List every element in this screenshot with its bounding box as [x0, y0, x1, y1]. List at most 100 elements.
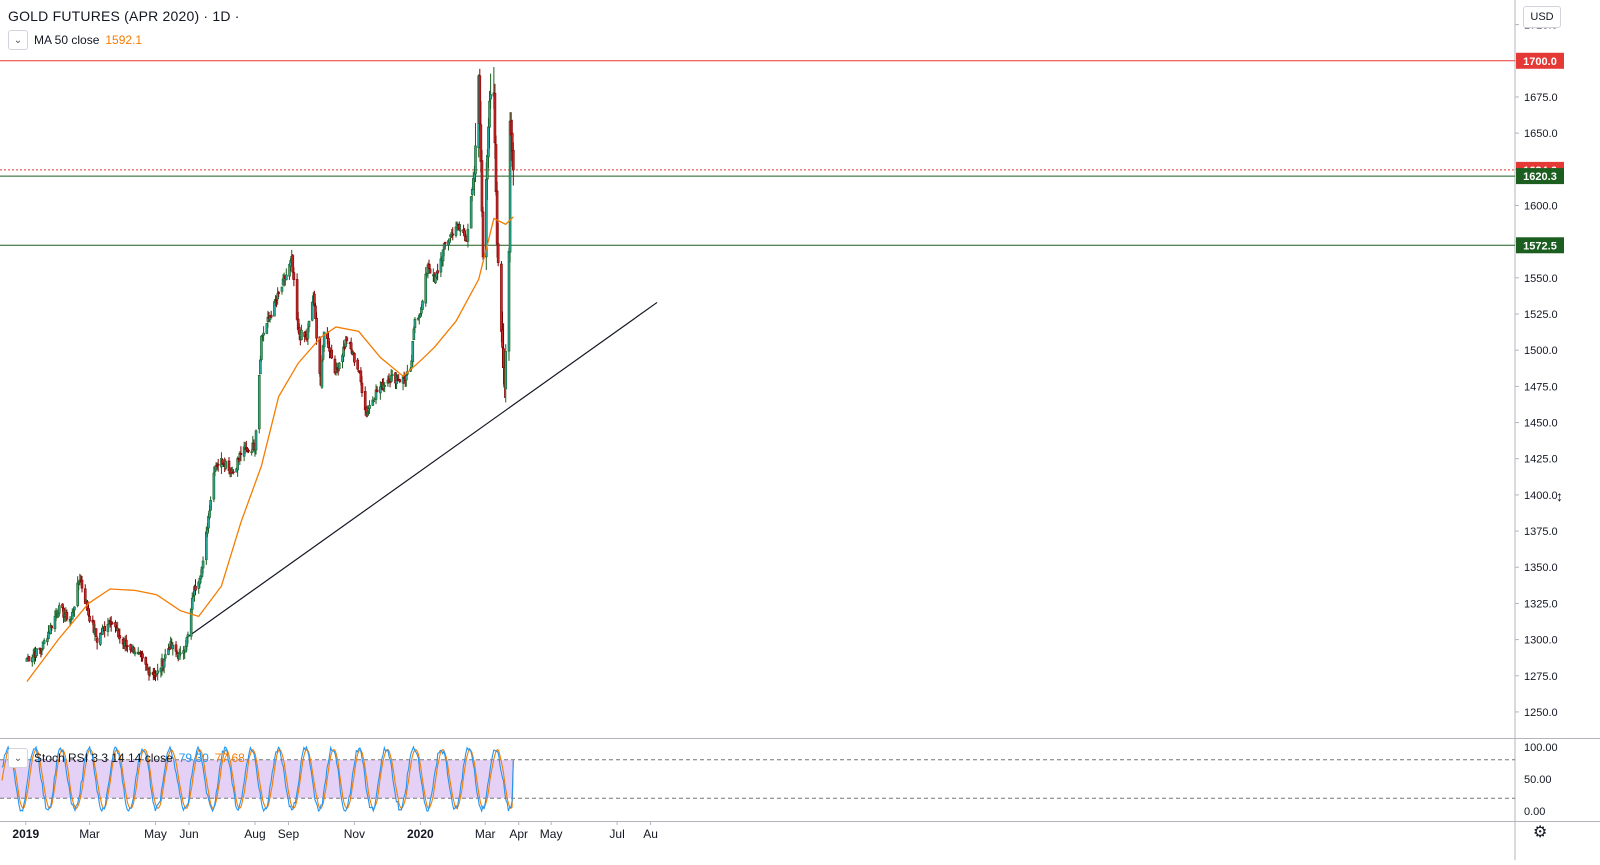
candle-body — [353, 353, 356, 363]
candle-body — [186, 634, 190, 638]
candle-body — [163, 654, 167, 659]
chart-legend: GOLD FUTURES (APR 2020) · 1D · ⌄ MA 50 c… — [8, 8, 240, 50]
price-tick-label: 1400.0 — [1524, 490, 1558, 502]
candle-body — [463, 230, 466, 237]
candle-body — [42, 640, 46, 644]
stoch-tick-label: 0.00 — [1524, 806, 1545, 818]
support-trendline — [187, 301, 658, 638]
gear-icon[interactable]: ⚙ — [1533, 824, 1548, 841]
candle-body — [50, 625, 54, 629]
chevron-down-icon: ⌄ — [13, 34, 23, 46]
candle-body — [459, 229, 462, 232]
candle-body — [412, 328, 416, 341]
candle-body — [480, 160, 484, 212]
collapse-stoch-button[interactable]: ⌄ — [8, 748, 28, 768]
time-tick-label: Jul — [609, 827, 624, 841]
candle-body — [291, 255, 295, 273]
candle-body — [383, 385, 386, 387]
candle-body — [466, 229, 470, 242]
price-tick-label: 1650.0 — [1524, 128, 1558, 140]
price-tick-label: 1675.0 — [1524, 92, 1558, 104]
candle-body — [194, 585, 197, 591]
time-tick-label: Aug — [244, 827, 265, 841]
level-label-bg — [1516, 168, 1564, 185]
candle-body — [478, 75, 482, 124]
candle-body — [61, 603, 64, 609]
time-tick-label: May — [540, 827, 563, 841]
candle-body — [306, 328, 310, 339]
candle-body — [292, 272, 296, 280]
price-tick-label: 1475.0 — [1524, 381, 1558, 393]
candle-body — [469, 196, 473, 229]
price-tick-label: 1525.0 — [1524, 309, 1558, 321]
candle-body — [145, 663, 149, 668]
candle-body — [368, 404, 371, 409]
candle-body — [280, 286, 284, 292]
candle-body — [310, 302, 314, 321]
candle-body — [171, 644, 175, 650]
resize-cursor-icon: ↕ — [1556, 488, 1563, 504]
candle-body — [257, 375, 261, 430]
candle-body — [379, 386, 382, 394]
candle-body — [99, 632, 102, 645]
time-tick-label: Nov — [344, 827, 365, 841]
ma-legend-row: ⌄ MA 50 close 1592.1 — [8, 30, 240, 50]
candle-body — [328, 347, 331, 352]
candle-body — [106, 624, 110, 632]
candle-body — [307, 320, 311, 328]
candle-body — [208, 510, 211, 518]
candle-body — [212, 472, 216, 500]
candle-body — [250, 451, 254, 453]
price-tick-label: 1425.0 — [1524, 454, 1558, 466]
candle-body — [269, 314, 273, 318]
candle-body — [398, 379, 402, 382]
candle-body — [126, 645, 129, 647]
candle-body — [216, 463, 220, 466]
price-tick-label: 1350.0 — [1524, 562, 1558, 574]
candle-body — [118, 635, 122, 639]
candle-body — [313, 293, 316, 305]
candle-body — [390, 374, 394, 377]
stoch-k-line — [1, 745, 514, 813]
candle-body — [190, 597, 194, 610]
level-label-bg — [1516, 237, 1564, 254]
candle-body — [262, 332, 265, 336]
time-tick-label: Apr — [509, 827, 528, 841]
candle-body — [35, 648, 38, 656]
candle-body — [320, 360, 324, 388]
time-tick-label: Mar — [475, 827, 496, 841]
candle-body — [297, 327, 301, 335]
candle-body — [372, 400, 376, 403]
price-tick-label: 1500.0 — [1524, 345, 1558, 357]
candle-body — [57, 605, 61, 614]
time-tick-label: Sep — [278, 827, 300, 841]
candle-body — [27, 656, 31, 662]
level-label: 1572.5 — [1523, 240, 1557, 252]
candle-body — [179, 652, 182, 655]
candle-body — [349, 342, 353, 350]
time-tick-label: 2019 — [12, 827, 39, 841]
collapse-legend-button[interactable]: ⌄ — [8, 30, 28, 50]
candle-body — [489, 94, 492, 100]
level-label: 1620.3 — [1523, 171, 1557, 183]
candle-body — [65, 612, 69, 620]
candle-body — [88, 615, 91, 622]
candle-body — [345, 337, 349, 341]
price-tick-label: 1275.0 — [1524, 671, 1558, 683]
candle-body — [493, 92, 497, 144]
candle-body — [300, 329, 303, 340]
candle-body — [175, 651, 179, 655]
currency-button[interactable]: USD — [1523, 6, 1561, 28]
candle-body — [30, 657, 34, 663]
candle-body — [337, 362, 341, 370]
candle-body — [404, 375, 408, 381]
candle-body — [174, 644, 178, 652]
time-tick-label: Jun — [179, 827, 198, 841]
candle-body — [343, 347, 346, 349]
candle-body — [512, 149, 515, 171]
candle-body — [239, 452, 243, 455]
price-tick-label: 1300.0 — [1524, 635, 1558, 647]
candle-body — [209, 500, 212, 511]
